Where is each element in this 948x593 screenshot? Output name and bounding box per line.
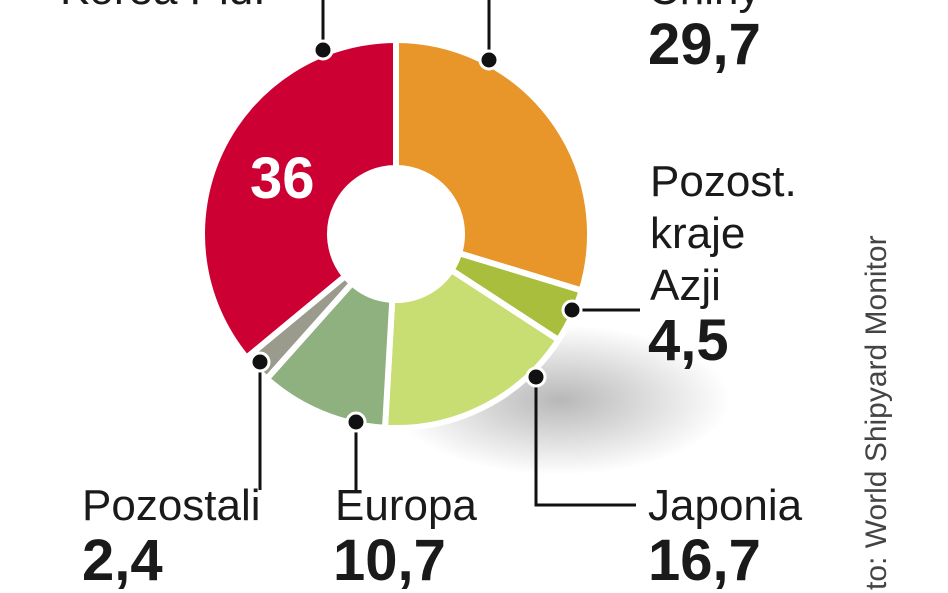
label-azja-line3: Azji [650, 261, 721, 310]
label-pozostali: Pozostali [82, 481, 261, 530]
value-chiny: 29,7 [648, 12, 761, 77]
label-europa: Europa [335, 481, 477, 530]
label-azja-line2: kraje [650, 209, 746, 258]
leader-pozostali-dot [249, 351, 271, 373]
value-japonia: 16,7 [648, 528, 761, 593]
leader-europa-dot [345, 411, 367, 433]
leader-japonia-dot [525, 366, 547, 388]
slice-japonia [382, 267, 562, 431]
leader-japonia [534, 377, 636, 507]
value-korea: 36 [250, 146, 315, 211]
value-europa: 10,7 [333, 528, 446, 593]
leader-chiny-dot [478, 49, 500, 71]
source-note: to: World Shipyard Monitor [860, 235, 893, 590]
slice-chiny [393, 37, 593, 294]
leader-korea-dot [312, 39, 334, 61]
leader-azja-dot [561, 299, 583, 321]
slice-korea-p-d- [199, 37, 399, 361]
label-azja-line1: Pozost. [650, 157, 797, 206]
label-chiny: Chiny [648, 0, 761, 12]
value-pozostali: 2,4 [82, 528, 163, 593]
label-korea: Korea Płd. [60, 0, 265, 12]
value-azja: 4,5 [648, 308, 729, 373]
label-japonia: Japonia [648, 481, 803, 530]
